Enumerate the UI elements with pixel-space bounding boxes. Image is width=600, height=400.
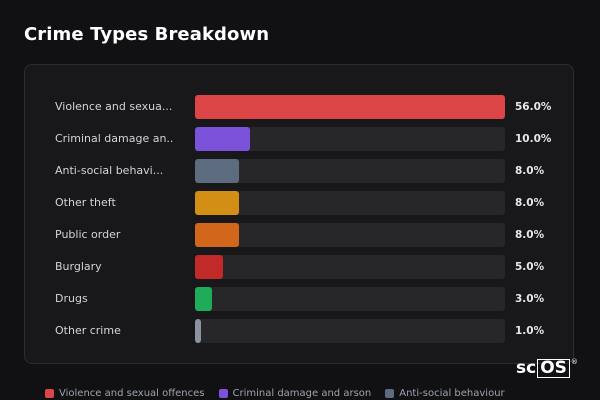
legend-label: Criminal damage and arson	[232, 387, 372, 399]
legend-swatch	[385, 388, 395, 398]
legend-swatch	[218, 388, 228, 398]
bar	[195, 319, 201, 343]
bar	[195, 95, 505, 119]
bar-value-label: 1.0%	[515, 325, 545, 337]
bar-track	[195, 223, 505, 247]
bar-row: Burglary 5.0%	[25, 255, 573, 279]
bar-row: Criminal damage an... 10.0%	[25, 127, 573, 151]
bar	[195, 159, 240, 183]
bar-label: Other theft	[55, 196, 116, 209]
legend-item: Criminal damage and arson	[218, 387, 372, 399]
bar-row: Other crime 1.0%	[25, 319, 573, 343]
logo-box-text: OS	[537, 358, 570, 378]
legend-item: Violence and sexual offences	[45, 388, 205, 399]
bar-value-label: 8.0%	[515, 165, 545, 177]
bar-value-label: 8.0%	[515, 197, 545, 209]
bar	[195, 191, 240, 215]
bar-row: Other theft 8.0%	[25, 191, 573, 215]
bar-row: Anti-social behavi... 8.0%	[25, 159, 573, 183]
bar-track	[195, 319, 505, 343]
bar-label: Burglary	[55, 260, 102, 273]
bar-value-label: 5.0%	[515, 261, 545, 273]
bar-label: Violence and sexua...	[55, 100, 173, 113]
bar-track	[195, 95, 505, 119]
brand-logo: sc OS ®	[516, 358, 578, 378]
legend-swatch	[45, 388, 54, 398]
legend-item: Anti-social behaviour	[385, 387, 505, 399]
bar-value-label: 8.0%	[515, 229, 545, 241]
legend-label: Violence and sexual offences	[59, 387, 205, 399]
bar-track	[195, 159, 505, 183]
page-title: Crime Types Breakdown	[24, 24, 270, 45]
bar-label: Drugs	[55, 292, 88, 305]
registered-mark: ®	[570, 358, 578, 366]
bar-label: Public order	[55, 228, 121, 241]
bar	[195, 255, 223, 279]
bar-label: Criminal damage an...	[55, 132, 173, 145]
bar-track	[195, 255, 505, 279]
bar-value-label: 10.0%	[515, 133, 552, 145]
chart-legend: Violence and sexual offences Criminal dam…	[45, 386, 505, 400]
bar-row: Violence and sexua... 56.0%	[25, 95, 573, 119]
bar-track	[195, 287, 505, 311]
bar-value-label: 56.0%	[515, 101, 552, 113]
bar-track	[195, 191, 505, 215]
logo-text: sc	[516, 358, 537, 378]
bar-track	[195, 127, 505, 151]
bar-label: Other crime	[55, 324, 121, 337]
bar	[195, 127, 251, 151]
legend-label: Anti-social behaviour	[399, 387, 505, 399]
bar-row: Drugs 3.0%	[25, 287, 573, 311]
bar-row: Public order 8.0%	[25, 223, 573, 247]
bar-value-label: 3.0%	[515, 293, 545, 305]
chart-panel: Violence and sexua... 56.0% Criminal damag…	[24, 64, 574, 364]
bar	[195, 223, 240, 247]
bar	[195, 287, 212, 311]
bar-label: Anti-social behavi...	[55, 164, 164, 177]
